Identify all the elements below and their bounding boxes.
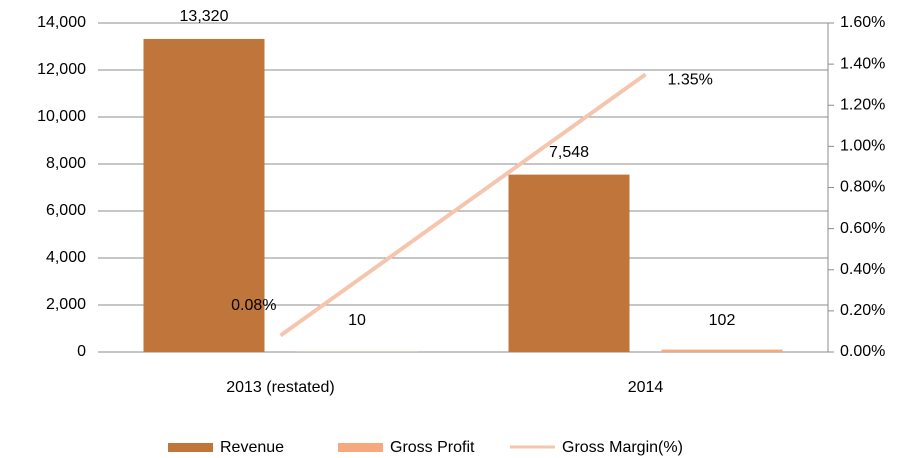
y2-tick-label: 0.20% bbox=[840, 302, 885, 319]
y-tick-label: 6,000 bbox=[46, 202, 86, 219]
y2-tick-label: 0.60% bbox=[840, 220, 885, 237]
y2-tick-label: 1.40% bbox=[840, 55, 885, 72]
bar bbox=[508, 174, 630, 352]
y2-tick-label: 0.00% bbox=[840, 343, 885, 360]
bar bbox=[143, 38, 265, 352]
y2-tick-label: 1.00% bbox=[840, 138, 885, 155]
y2-tick-label: 1.20% bbox=[840, 96, 885, 113]
data-label: 0.08% bbox=[231, 297, 276, 314]
y-tick-label: 10,000 bbox=[37, 108, 86, 125]
y2-tick-label: 0.40% bbox=[840, 261, 885, 278]
y-tick-label: 0 bbox=[77, 343, 86, 360]
data-label: 10 bbox=[348, 312, 366, 329]
legend-swatch bbox=[168, 443, 213, 452]
legend-label: Revenue bbox=[220, 439, 284, 456]
x-tick-label: 2014 bbox=[628, 379, 664, 396]
data-label: 1.35% bbox=[668, 72, 713, 89]
y-tick-label: 14,000 bbox=[37, 14, 86, 31]
y-tick-label: 12,000 bbox=[37, 61, 86, 78]
bar bbox=[661, 349, 783, 352]
data-label: 13,320 bbox=[180, 8, 229, 25]
line bbox=[279, 72, 647, 338]
legend-label: Gross Profit bbox=[390, 439, 475, 456]
data-label: 102 bbox=[709, 312, 736, 329]
x-tick-label: 2013 (restated) bbox=[226, 379, 335, 396]
y-tick-label: 8,000 bbox=[46, 155, 86, 172]
legend-swatch bbox=[338, 443, 383, 452]
y2-tick-label: 1.60% bbox=[840, 14, 885, 31]
legend-label: Gross Margin(%) bbox=[562, 439, 683, 456]
data-label: 7,548 bbox=[549, 144, 589, 161]
y-tick-label: 2,000 bbox=[46, 296, 86, 313]
y-tick-label: 4,000 bbox=[46, 249, 86, 266]
y2-tick-label: 0.80% bbox=[840, 179, 885, 196]
